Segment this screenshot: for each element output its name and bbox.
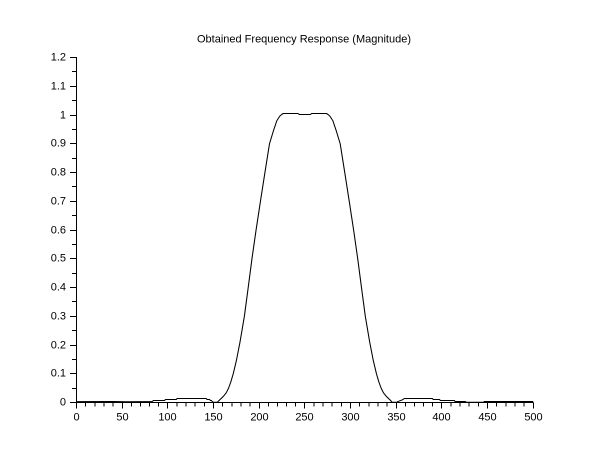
svg-text:Obtained Frequency Response (M: Obtained Frequency Response (Magnitude)	[197, 34, 411, 46]
svg-text:100: 100	[158, 412, 176, 424]
svg-text:0.2: 0.2	[51, 340, 66, 352]
svg-text:400: 400	[432, 412, 450, 424]
svg-text:0.4: 0.4	[51, 282, 66, 294]
svg-text:0.1: 0.1	[51, 368, 66, 380]
svg-text:200: 200	[250, 412, 268, 424]
svg-text:350: 350	[387, 412, 405, 424]
svg-text:0: 0	[60, 397, 66, 409]
svg-text:0.8: 0.8	[51, 167, 66, 179]
svg-text:0.9: 0.9	[51, 138, 66, 150]
svg-text:0.7: 0.7	[51, 196, 66, 208]
svg-text:50: 50	[116, 412, 128, 424]
svg-text:1: 1	[60, 110, 66, 122]
svg-text:1.2: 1.2	[51, 52, 66, 64]
svg-text:0: 0	[73, 412, 79, 424]
svg-text:450: 450	[478, 412, 496, 424]
svg-text:0.3: 0.3	[51, 311, 66, 323]
svg-text:0.6: 0.6	[51, 225, 66, 237]
svg-text:500: 500	[524, 412, 542, 424]
svg-text:300: 300	[341, 412, 359, 424]
svg-text:250: 250	[295, 412, 313, 424]
svg-text:1.1: 1.1	[51, 81, 66, 93]
svg-text:150: 150	[204, 412, 222, 424]
svg-text:0.5: 0.5	[51, 253, 66, 265]
